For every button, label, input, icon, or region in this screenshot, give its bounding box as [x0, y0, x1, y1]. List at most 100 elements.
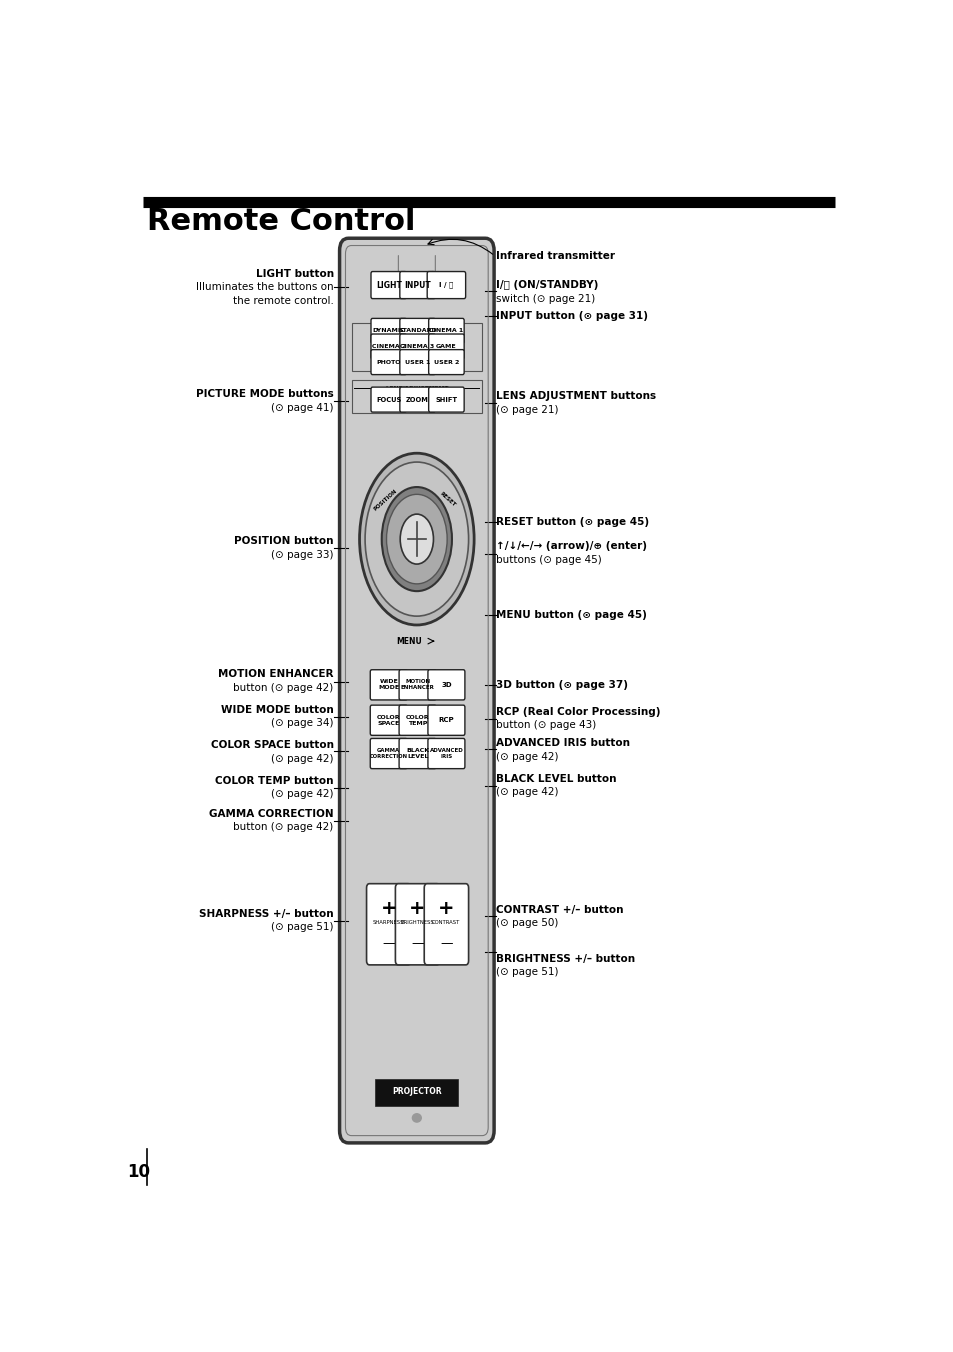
Text: 3D: 3D — [440, 681, 452, 688]
Text: (⊙ page 42): (⊙ page 42) — [496, 787, 558, 798]
Text: CONTRAST +/– button: CONTRAST +/– button — [496, 904, 623, 915]
Text: MOTION
ENHANCER: MOTION ENHANCER — [400, 680, 434, 691]
Text: MOTION ENHANCER: MOTION ENHANCER — [218, 669, 334, 680]
FancyBboxPatch shape — [424, 884, 468, 965]
Text: buttons (⊙ page 45): buttons (⊙ page 45) — [496, 554, 601, 565]
Text: LENS ADJUSTMENT buttons: LENS ADJUSTMENT buttons — [496, 392, 656, 402]
Text: I / ⏻: I / ⏻ — [438, 281, 453, 288]
Text: (⊙ page 42): (⊙ page 42) — [271, 754, 334, 764]
Ellipse shape — [399, 514, 433, 564]
FancyBboxPatch shape — [371, 387, 406, 412]
Text: CINEMA 3: CINEMA 3 — [400, 343, 435, 349]
Text: PICTURE MODE buttons: PICTURE MODE buttons — [195, 389, 334, 399]
FancyBboxPatch shape — [399, 272, 435, 299]
Ellipse shape — [381, 487, 452, 591]
FancyBboxPatch shape — [371, 334, 406, 360]
Text: SHIFT: SHIFT — [435, 396, 457, 403]
Text: ↑/↓/←/→ (arrow)/⊕ (enter): ↑/↓/←/→ (arrow)/⊕ (enter) — [496, 541, 647, 552]
Text: ZOOM: ZOOM — [406, 396, 429, 403]
FancyBboxPatch shape — [428, 738, 464, 769]
Text: +: + — [409, 899, 425, 918]
Text: SHARPNESS +/– button: SHARPNESS +/– button — [199, 909, 334, 919]
FancyBboxPatch shape — [428, 387, 464, 412]
Text: Illuminates the buttons on: Illuminates the buttons on — [195, 283, 334, 292]
FancyBboxPatch shape — [428, 706, 464, 735]
Text: button (⊙ page 42): button (⊙ page 42) — [233, 683, 334, 694]
Text: (⊙ page 34): (⊙ page 34) — [271, 718, 334, 729]
Text: PROJECTOR: PROJECTOR — [392, 1087, 441, 1096]
FancyBboxPatch shape — [399, 319, 435, 343]
Text: USER 2: USER 2 — [434, 360, 458, 365]
Text: INPUT button (⊙ page 31): INPUT button (⊙ page 31) — [496, 311, 648, 322]
FancyBboxPatch shape — [395, 884, 439, 965]
FancyBboxPatch shape — [428, 334, 464, 360]
Text: GAMMA CORRECTION: GAMMA CORRECTION — [209, 808, 334, 819]
Ellipse shape — [386, 495, 447, 584]
Text: —: — — [411, 937, 423, 949]
Ellipse shape — [412, 1114, 421, 1122]
Text: STANDARD: STANDARD — [397, 329, 436, 334]
Text: (⊙ page 42): (⊙ page 42) — [271, 790, 334, 799]
FancyBboxPatch shape — [370, 738, 407, 769]
Text: +: + — [437, 899, 455, 918]
Text: RCP: RCP — [438, 718, 454, 723]
Text: FOCUS: FOCUS — [375, 396, 401, 403]
Text: COLOR
TEMP: COLOR TEMP — [405, 715, 429, 726]
Text: 3D button (⊙ page 37): 3D button (⊙ page 37) — [496, 680, 628, 690]
Text: +: + — [380, 899, 396, 918]
Text: PICTURE MODE: PICTURE MODE — [390, 318, 443, 323]
Text: BLACK LEVEL button: BLACK LEVEL button — [496, 773, 617, 784]
Text: (⊙ page 51): (⊙ page 51) — [496, 967, 558, 977]
FancyBboxPatch shape — [399, 387, 435, 412]
Text: (⊙ page 33): (⊙ page 33) — [271, 550, 334, 560]
Text: LIGHT: LIGHT — [375, 281, 401, 289]
Text: (⊙ page 51): (⊙ page 51) — [271, 922, 334, 933]
FancyBboxPatch shape — [428, 669, 464, 700]
FancyBboxPatch shape — [371, 272, 406, 299]
Text: GAME: GAME — [436, 343, 456, 349]
Text: COLOR SPACE button: COLOR SPACE button — [211, 741, 334, 750]
Text: COLOR
SPACE: COLOR SPACE — [376, 715, 400, 726]
Text: RESET: RESET — [438, 491, 456, 508]
Text: Remote Control: Remote Control — [147, 207, 416, 237]
FancyBboxPatch shape — [428, 350, 464, 375]
Text: button (⊙ page 42): button (⊙ page 42) — [233, 822, 334, 833]
FancyBboxPatch shape — [398, 738, 436, 769]
FancyBboxPatch shape — [427, 272, 465, 299]
FancyBboxPatch shape — [375, 1079, 457, 1106]
Text: INPUT: INPUT — [404, 281, 431, 289]
Text: the remote control.: the remote control. — [233, 296, 334, 306]
FancyBboxPatch shape — [399, 350, 435, 375]
FancyBboxPatch shape — [371, 350, 406, 375]
Text: button (⊙ page 43): button (⊙ page 43) — [496, 721, 596, 730]
Text: COLOR TEMP button: COLOR TEMP button — [215, 776, 334, 786]
FancyBboxPatch shape — [366, 884, 411, 965]
Ellipse shape — [365, 462, 468, 617]
FancyBboxPatch shape — [370, 706, 407, 735]
Text: POSITION button: POSITION button — [233, 537, 334, 546]
Text: —: — — [439, 937, 452, 949]
Text: WIDE MODE button: WIDE MODE button — [221, 704, 334, 715]
Text: WIDE
MODE: WIDE MODE — [377, 680, 399, 691]
Text: I/⏻ (ON/STANDBY): I/⏻ (ON/STANDBY) — [496, 280, 598, 291]
Text: —: — — [382, 937, 395, 949]
Text: POSITION: POSITION — [373, 488, 398, 511]
Ellipse shape — [359, 453, 474, 625]
FancyBboxPatch shape — [370, 669, 407, 700]
FancyBboxPatch shape — [371, 319, 406, 343]
Text: (⊙ page 41): (⊙ page 41) — [271, 403, 334, 412]
Text: MENU button (⊙ page 45): MENU button (⊙ page 45) — [496, 610, 646, 621]
Text: (⊙ page 50): (⊙ page 50) — [496, 918, 558, 929]
Text: 10: 10 — [127, 1163, 150, 1182]
Text: DYNAMIC: DYNAMIC — [372, 329, 405, 334]
FancyBboxPatch shape — [398, 706, 436, 735]
Text: SHARPNESS: SHARPNESS — [373, 921, 404, 925]
Text: MENU: MENU — [396, 637, 422, 646]
Text: GAMMA
CORRECTION: GAMMA CORRECTION — [370, 748, 407, 758]
Text: LENS ADJUSTMEMT: LENS ADJUSTMEMT — [385, 385, 448, 391]
Text: Infrared transmitter: Infrared transmitter — [496, 251, 615, 261]
Text: CINEMA 2: CINEMA 2 — [372, 343, 405, 349]
Text: BRIGHTNESS: BRIGHTNESS — [400, 921, 434, 925]
Text: RESET button (⊙ page 45): RESET button (⊙ page 45) — [496, 518, 649, 527]
FancyBboxPatch shape — [399, 334, 435, 360]
